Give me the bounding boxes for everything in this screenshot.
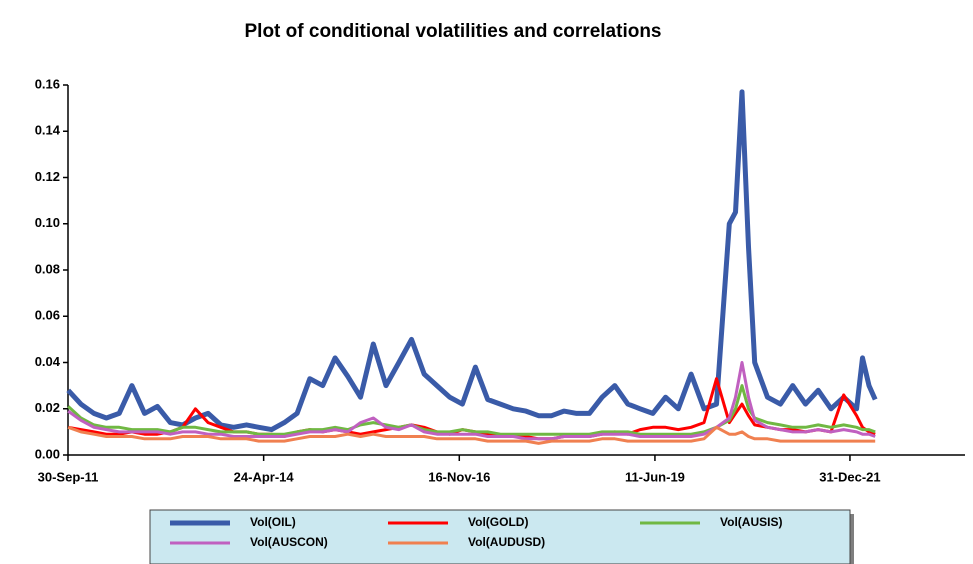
x-tick-label: 11-Jun-19 [625,469,685,484]
legend-label: Vol(OIL) [250,515,296,529]
x-tick-label: 31-Dec-21 [819,469,880,484]
y-tick-label: 0.10 [35,215,60,230]
y-tick-label: 0.14 [35,123,61,138]
y-tick-label: 0.06 [35,308,60,323]
y-tick-label: 0.16 [35,76,60,91]
series-line [66,89,878,433]
legend [149,509,851,564]
legend-label: Vol(AUSIS) [720,515,782,529]
x-tick-label: 30-Sep-11 [38,469,99,484]
series-line [67,361,876,441]
y-tick-label: 0.08 [35,261,60,276]
y-tick-label: 0.00 [35,446,60,461]
x-tick-label: 16-Nov-16 [428,469,490,484]
series-line [67,425,876,445]
legend-label: Vol(GOLD) [468,515,528,529]
series-line [67,384,876,436]
y-tick-label: 0.04 [35,354,61,369]
y-tick-label: 0.12 [35,169,60,184]
legend-label: Vol(AUSCON) [250,535,328,549]
chart-title: Plot of conditional volatilities and cor… [245,21,662,42]
x-tick-label: 24-Apr-14 [234,469,295,484]
y-tick-label: 0.02 [35,400,60,415]
legend-label: Vol(AUDUSD) [468,535,545,549]
